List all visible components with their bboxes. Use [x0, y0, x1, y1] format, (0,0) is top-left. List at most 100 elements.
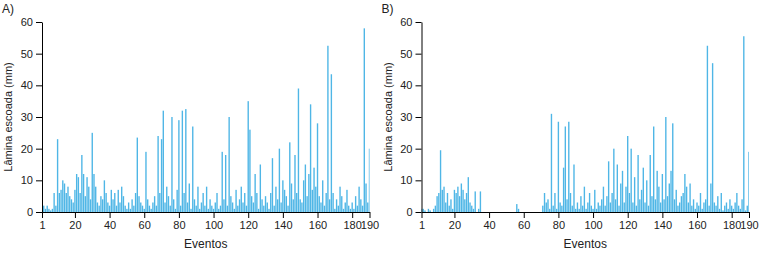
bar	[490, 212, 491, 213]
tick-label: 0	[27, 206, 33, 218]
bar	[291, 184, 292, 213]
bar	[599, 206, 600, 212]
bar	[211, 206, 212, 212]
tick: 20	[449, 212, 461, 231]
bar	[64, 184, 65, 213]
bar	[634, 177, 635, 212]
bar	[367, 203, 368, 213]
bar	[741, 199, 742, 212]
bar	[655, 199, 656, 212]
bar	[282, 180, 283, 212]
bar	[449, 206, 450, 212]
bar	[131, 199, 132, 212]
bar	[487, 212, 488, 213]
bar	[488, 212, 489, 213]
bar	[345, 203, 346, 213]
tick: 10	[21, 174, 42, 186]
bar	[334, 209, 335, 212]
bar	[227, 206, 228, 212]
bar	[71, 199, 72, 212]
bar	[558, 122, 559, 212]
tick-label: 20	[400, 143, 412, 155]
bar	[60, 190, 61, 212]
bar	[681, 196, 682, 212]
bar	[653, 127, 654, 213]
bar	[154, 196, 155, 212]
bar	[658, 187, 659, 212]
bar	[119, 203, 120, 213]
tick-mark	[416, 180, 422, 181]
bar	[351, 203, 352, 213]
bar	[632, 203, 633, 213]
bar	[62, 180, 63, 212]
bar	[336, 199, 337, 212]
tick-mark	[662, 212, 663, 218]
tick-label: 100	[205, 219, 223, 231]
bar	[206, 187, 207, 212]
tick: 140	[274, 212, 292, 231]
bar	[457, 187, 458, 212]
bar	[443, 187, 444, 212]
tick-mark	[36, 149, 42, 150]
bar	[140, 203, 141, 213]
tick-mark	[179, 212, 180, 218]
bar	[650, 155, 651, 212]
bar	[483, 212, 484, 213]
tick-label: 60	[518, 219, 530, 231]
bar	[592, 209, 593, 212]
bar	[682, 193, 683, 212]
bar	[566, 199, 567, 212]
tick-mark	[36, 22, 42, 23]
bar	[497, 212, 498, 213]
tick-mark	[749, 212, 750, 218]
bar	[57, 139, 58, 212]
bar	[280, 203, 281, 213]
bar	[667, 196, 668, 212]
bar	[577, 203, 578, 213]
tick: 180	[343, 212, 361, 231]
tick-label: 160	[309, 219, 327, 231]
bar	[157, 136, 158, 212]
bar	[563, 168, 564, 212]
bar	[587, 203, 588, 213]
bar	[426, 212, 427, 213]
bar	[648, 206, 649, 212]
bar	[228, 117, 229, 212]
tick-label: 60	[400, 16, 412, 28]
panel: 0102030405060120406080100120140160180190…	[382, 2, 759, 251]
bar	[539, 212, 540, 213]
bar	[118, 190, 119, 212]
bar	[67, 187, 68, 212]
bar	[561, 206, 562, 212]
tick-label: 190	[361, 219, 379, 231]
tick-mark	[214, 212, 215, 218]
bar	[684, 174, 685, 212]
bar	[464, 199, 465, 212]
tick: 40	[400, 79, 421, 91]
bar	[275, 187, 276, 212]
bar	[161, 139, 162, 212]
bar	[554, 193, 555, 212]
tick: 20	[69, 212, 81, 231]
bar	[213, 209, 214, 212]
bar	[144, 209, 145, 212]
bar	[225, 155, 226, 212]
bar	[331, 74, 332, 212]
bar	[738, 206, 739, 212]
bar	[518, 209, 519, 212]
bar	[553, 206, 554, 212]
bar	[204, 206, 205, 212]
axis-line	[43, 212, 371, 213]
bar	[639, 199, 640, 212]
bar	[703, 203, 704, 213]
bar	[582, 206, 583, 212]
bar	[277, 199, 278, 212]
tick-label: 0	[406, 206, 412, 218]
bar	[102, 199, 103, 212]
bar	[357, 206, 358, 212]
bar	[509, 212, 510, 213]
bar	[52, 209, 53, 212]
tick-label: 120	[240, 219, 258, 231]
tick-mark	[36, 180, 42, 181]
axis-line	[422, 212, 750, 213]
